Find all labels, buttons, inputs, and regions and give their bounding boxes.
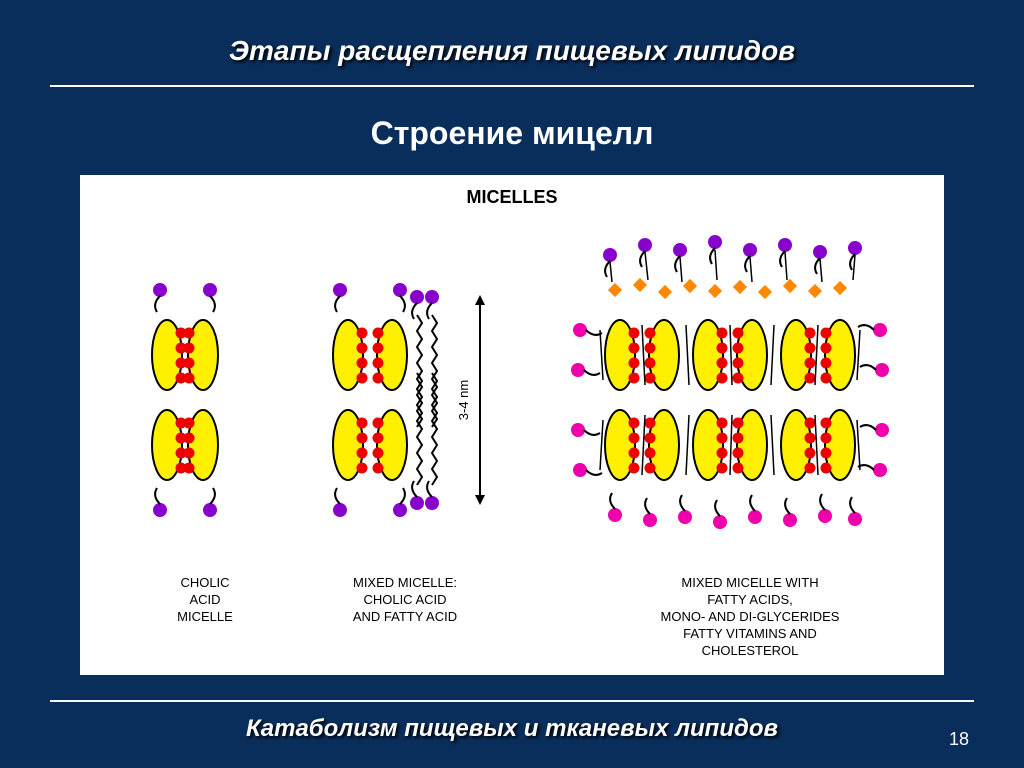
footer-title: Катаболизм пищевых и тканевых липидов [0,715,1024,743]
label-cholic: CHOLICACIDMICELLE [135,575,275,626]
subtitle: Строение мицелл [0,115,1024,152]
label-mixed: MIXED MICELLE:CHOLIC ACIDAND FATTY ACID [320,575,490,626]
micelle-diagram: MICELLES 3-4 nm CHOLICACIDMICELLE MIXED … [80,175,944,675]
page-title: Этапы расщепления пищевых липидов [229,35,795,66]
micelle-svg: 3-4 nm [80,230,944,570]
divider-bottom [50,700,974,702]
page-number: 18 [949,729,969,750]
diagram-title: MICELLES [80,187,944,208]
label-complex: MIXED MICELLE WITHFATTY ACIDS,MONO- AND … [610,575,890,659]
scale-label: 3-4 nm [456,380,471,420]
divider-top [50,85,974,87]
